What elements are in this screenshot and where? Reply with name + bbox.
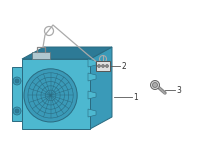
Polygon shape: [12, 67, 22, 121]
Circle shape: [15, 109, 19, 113]
Polygon shape: [96, 61, 110, 71]
Circle shape: [98, 65, 101, 67]
Text: 3: 3: [176, 86, 181, 95]
Text: 1: 1: [133, 92, 138, 101]
Polygon shape: [22, 59, 90, 129]
Circle shape: [151, 81, 160, 90]
Polygon shape: [90, 47, 112, 129]
Polygon shape: [32, 52, 50, 59]
Polygon shape: [88, 91, 96, 99]
Polygon shape: [88, 109, 96, 117]
Circle shape: [102, 65, 105, 67]
Circle shape: [153, 82, 158, 87]
Circle shape: [13, 77, 21, 85]
Circle shape: [24, 69, 77, 122]
Circle shape: [15, 79, 19, 83]
Circle shape: [13, 107, 21, 115]
Polygon shape: [88, 73, 96, 81]
Polygon shape: [88, 59, 96, 67]
Circle shape: [106, 65, 109, 67]
Polygon shape: [22, 47, 112, 59]
Text: 2: 2: [121, 61, 126, 71]
